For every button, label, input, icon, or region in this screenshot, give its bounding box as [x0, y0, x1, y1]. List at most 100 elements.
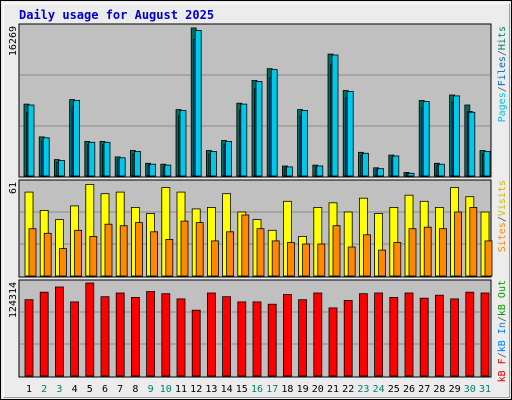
pages-bar	[361, 152, 369, 177]
pages-bar	[209, 150, 217, 177]
sites-bar	[28, 228, 37, 277]
pages-bar	[42, 137, 50, 177]
legend-entry: kB In	[497, 322, 508, 352]
kbf-bar	[480, 292, 490, 377]
kbf-bar	[252, 301, 262, 377]
pages-bar	[346, 91, 354, 177]
day-label: 5	[87, 384, 93, 395]
sites-bar	[226, 231, 235, 277]
legend-entry: /	[497, 216, 508, 222]
sites-bar	[332, 225, 341, 277]
kbf-bar	[358, 293, 368, 377]
day-label: 21	[327, 384, 339, 395]
day-label: 11	[175, 384, 187, 395]
sites-bar	[180, 220, 189, 277]
day-label: 4	[72, 384, 78, 395]
day-label: 31	[479, 384, 491, 395]
kbf-bar	[450, 298, 460, 377]
pages-bar	[58, 160, 65, 177]
bottom-panel-max-label: 124314	[8, 282, 19, 318]
sites-bar	[104, 223, 113, 277]
sites-bar	[317, 243, 326, 277]
pages-bar	[73, 100, 80, 177]
chart-frame-bevel	[3, 3, 510, 398]
kbf-bar	[206, 292, 216, 377]
day-label: 7	[117, 384, 123, 395]
day-label: 28	[433, 384, 445, 395]
kbf-bar	[465, 291, 475, 377]
sites-bar	[302, 243, 311, 277]
sites-bar	[469, 206, 478, 277]
middle-panel-max-label: 61	[8, 182, 19, 194]
legend-entry: Files	[497, 56, 508, 86]
sites-bar	[241, 214, 250, 277]
kbf-bar	[374, 292, 384, 377]
kbf-bar	[267, 303, 277, 377]
legend-entry: Hits	[497, 26, 508, 50]
pages-bar	[240, 103, 248, 177]
bottom-panel-bars	[24, 282, 490, 377]
kbf-bar	[191, 309, 201, 377]
legend-entry: Sites	[497, 222, 508, 252]
sites-bar	[286, 242, 295, 277]
day-label: 18	[281, 384, 293, 395]
day-label: 20	[312, 384, 324, 395]
day-label: 17	[266, 384, 278, 395]
legend-entry: Visits	[497, 180, 508, 216]
legend-entry: /	[497, 86, 508, 92]
kbf-bar	[298, 299, 308, 377]
day-label: 9	[148, 384, 154, 395]
pages-bar	[392, 155, 400, 177]
kbf-bar	[404, 292, 414, 377]
kbf-bar	[419, 297, 429, 377]
day-labels: 1 2 3 4 5 6 7 8 9 10 11 12 13 14 15 16 17 18 19 20 21 22 23 24 2…	[26, 384, 491, 395]
legend-entry: Pages	[497, 92, 508, 122]
legend-entry: /	[497, 50, 508, 56]
day-label: 30	[464, 384, 476, 395]
pages-bar	[483, 150, 491, 177]
sites-bar	[438, 228, 447, 277]
sites-bar	[43, 232, 52, 277]
kbf-bar	[343, 299, 353, 377]
kbf-bar	[282, 294, 292, 377]
sites-bar	[89, 235, 98, 277]
day-label: 1	[26, 384, 32, 395]
sites-bar	[454, 211, 463, 277]
top-panel-bars	[23, 27, 491, 177]
kbf-bar	[100, 296, 110, 377]
pages-bar	[225, 140, 233, 177]
pages-bar	[468, 111, 476, 177]
kbf-bar	[39, 291, 49, 377]
day-label: 8	[132, 384, 138, 395]
pages-bar	[88, 141, 96, 177]
day-label: 14	[221, 384, 233, 395]
day-label: 2	[41, 384, 47, 395]
pages-bar	[301, 110, 309, 177]
day-label: 23	[357, 384, 369, 395]
kbf-bar	[70, 301, 79, 377]
sites-bar	[134, 222, 143, 277]
pages-bar	[164, 164, 172, 177]
kbf-bar	[237, 301, 247, 377]
pages-bar	[103, 141, 111, 177]
pages-bar	[437, 163, 445, 177]
kbf-bar	[389, 296, 399, 377]
pages-bar	[118, 157, 126, 177]
sites-bar	[393, 242, 402, 277]
middle-panel-bars	[24, 184, 493, 277]
kbf-bar	[222, 296, 232, 377]
kbf-bar	[115, 292, 125, 377]
pages-bar	[179, 110, 187, 177]
day-label: 15	[236, 384, 248, 395]
sites-bar	[119, 225, 128, 277]
top-panel-max-label: 16269	[8, 26, 19, 56]
day-label: 19	[297, 384, 309, 395]
sites-bar	[271, 240, 280, 277]
day-label: 6	[102, 384, 108, 395]
pages-bar	[27, 104, 35, 177]
legend-entry: /	[497, 352, 508, 358]
kbf-bar	[161, 293, 171, 377]
pages-bar	[453, 95, 461, 177]
pages-bar	[422, 101, 430, 177]
